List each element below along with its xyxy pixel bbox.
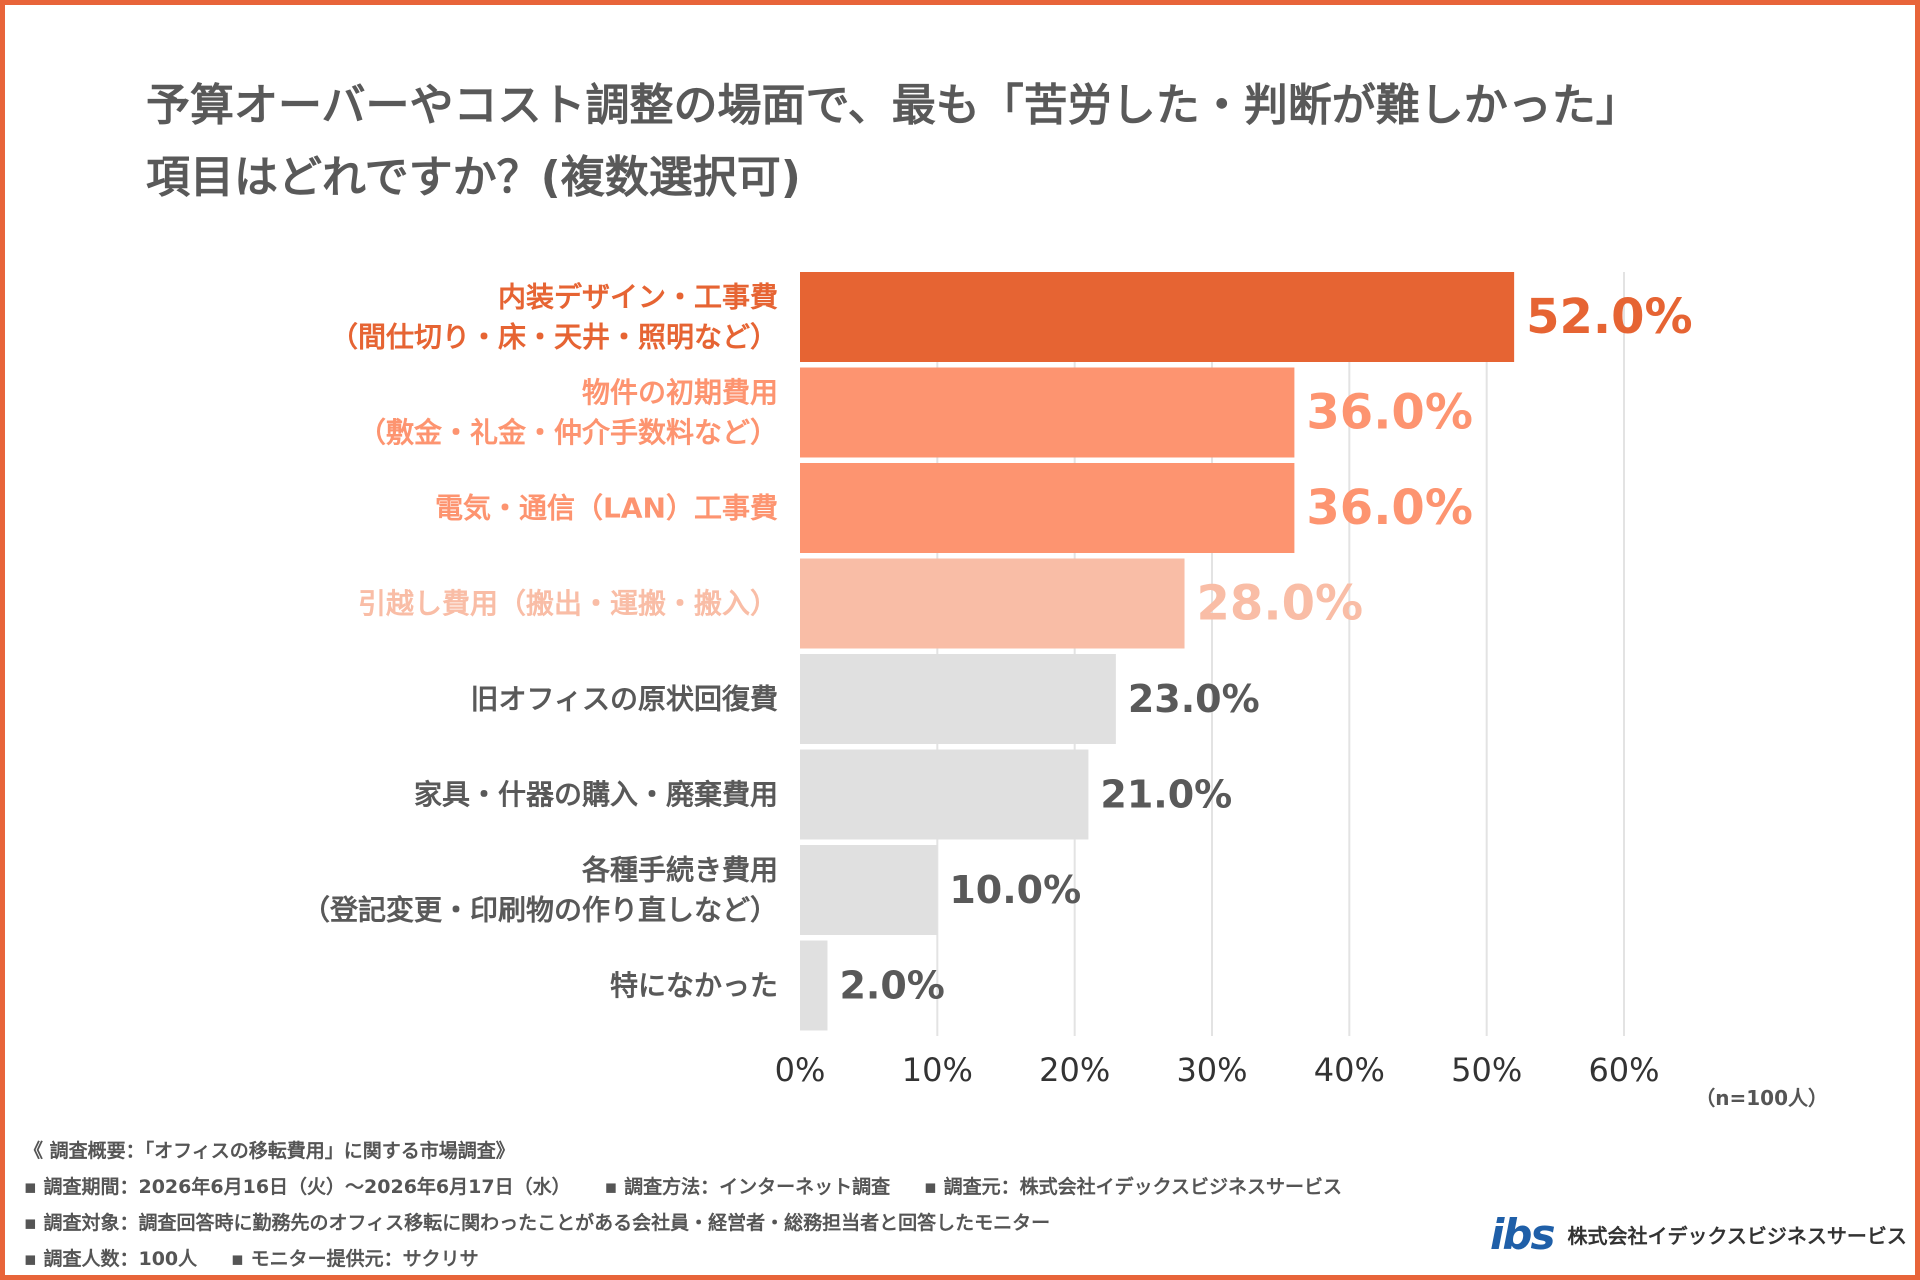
category-label-6-1: （登記変更・印刷物の作り直しなど） [302, 894, 778, 927]
x-tick-label-1: 10% [902, 1051, 973, 1089]
company-name: 株式会社イデックスビジネスサービス [1567, 1223, 1907, 1248]
category-label-0-0: 内装デザイン・工事費 [498, 281, 778, 314]
category-label-3-0: 引越し費用（搬出・運搬・搬入） [358, 587, 778, 620]
value-label-3: 28.0% [1197, 576, 1364, 632]
survey-count: ▪ 調査人数：100人 [24, 1248, 198, 1270]
category-label-1-0: 物件の初期費用 [582, 376, 778, 409]
category-label-5-0: 家具・什器の購入・廃棄費用 [414, 778, 778, 811]
chart-title: 予算オーバーやコスト調整の場面で、最も「苦労した・判断が難しかった」 項目はどれ… [146, 70, 1846, 214]
category-label-4-0: 旧オフィスの原状回復費 [471, 683, 778, 716]
value-label-4: 23.0% [1128, 677, 1260, 721]
category-label-0-1: （間仕切り・床・天井・照明など） [330, 321, 778, 354]
category-label-1-1: （敷金・礼金・仲介手数料など） [358, 416, 778, 449]
survey-target: ▪ 調査対象：調査回答時に勤務先のオフィス移転に関わったことがある会社員・経営者… [24, 1212, 1051, 1234]
survey-heading: 《 調査概要：「オフィスの移転費用」に関する市場調査》 [24, 1140, 515, 1162]
value-label-5: 21.0% [1100, 773, 1232, 817]
bar-1 [800, 367, 1295, 458]
x-tick-label-4: 40% [1314, 1051, 1385, 1089]
bar-7 [800, 940, 828, 1031]
category-label-7-0: 特になかった [610, 969, 778, 1002]
x-tick-label-2: 20% [1039, 1051, 1110, 1089]
chart-title-line-2: 項目はどれですか？(複数選択可) [146, 152, 801, 203]
x-tick-label-6: 60% [1588, 1051, 1659, 1089]
sample-size-note: （n=100人） [1695, 1086, 1828, 1110]
bar-3 [800, 558, 1185, 649]
x-tick-label-3: 30% [1176, 1051, 1247, 1089]
survey-period: ▪ 調査期間：2026年6月16日（火）〜2026年6月17日（水） [24, 1176, 571, 1198]
survey-meta-row-1: ▪ 調査期間：2026年6月16日（火）〜2026年6月17日（水） ▪ 調査方… [24, 1169, 1342, 1205]
x-tick-label-0: 0% [775, 1051, 826, 1089]
survey-meta-row-3: ▪ 調査人数：100人 ▪ モニター提供元：サクリサ [24, 1241, 1342, 1277]
survey-footer: 《 調査概要：「オフィスの移転費用」に関する市場調査》 ▪ 調査期間：2026年… [24, 1133, 1342, 1277]
ibs-logo: ibs [1490, 1209, 1555, 1259]
bar-5 [800, 749, 1089, 840]
bar-2 [800, 463, 1295, 553]
value-label-2: 36.0% [1306, 480, 1473, 536]
bar-4 [800, 654, 1116, 744]
category-label-6-0: 各種手続き費用 [581, 854, 778, 887]
value-label-1: 36.0% [1306, 385, 1473, 441]
value-label-7: 2.0% [839, 964, 944, 1008]
survey-source: ▪ 調査元：株式会社イデックスビジネスサービス [924, 1176, 1343, 1198]
survey-monitor: ▪ モニター提供元：サクリサ [231, 1248, 479, 1270]
category-label-2-0: 電気・通信（LAN）工事費 [435, 492, 778, 525]
bar-6 [800, 845, 938, 935]
value-label-6: 10.0% [949, 868, 1081, 912]
company-brand: ibs 株式会社イデックスビジネスサービス [1490, 1209, 1907, 1259]
chart-title-line-1: 予算オーバーやコスト調整の場面で、最も「苦労した・判断が難しかった」 [146, 80, 1640, 131]
value-label-0: 52.0% [1526, 289, 1693, 345]
bar-0 [800, 272, 1515, 362]
survey-method: ▪ 調査方法：インターネット調査 [604, 1176, 891, 1198]
x-tick-label-5: 50% [1451, 1051, 1522, 1089]
